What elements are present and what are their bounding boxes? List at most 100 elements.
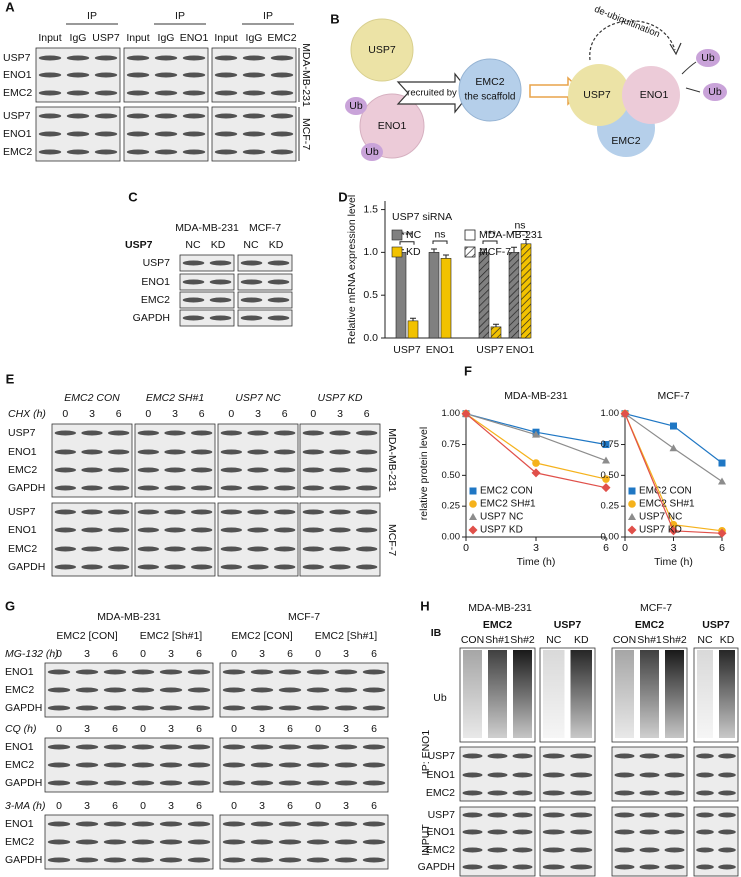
- band: [159, 821, 183, 827]
- band: [81, 467, 103, 473]
- band: [54, 564, 76, 570]
- band: [270, 149, 294, 155]
- blot: [237, 309, 293, 327]
- band: [220, 467, 242, 473]
- band: [718, 812, 736, 818]
- band: [278, 780, 302, 786]
- band: [214, 149, 238, 155]
- time-label: 0: [62, 408, 68, 420]
- y-tick-label: 0.25: [601, 501, 620, 512]
- time-label: 3: [89, 408, 95, 420]
- row-label: EMC2: [426, 844, 455, 856]
- x-tick-label: 6: [603, 542, 609, 554]
- band: [718, 847, 736, 853]
- band: [154, 72, 178, 78]
- row-label: GAPDH: [5, 777, 42, 789]
- band: [329, 509, 351, 515]
- ub-smear: [665, 650, 684, 738]
- band: [103, 744, 127, 750]
- usp7-node: [350, 18, 414, 82]
- band: [542, 790, 565, 796]
- band: [696, 812, 714, 818]
- node-label: USP7: [583, 89, 611, 101]
- legend-label: EMC2 CON: [639, 486, 692, 497]
- y-tick-label: 0.75: [442, 439, 461, 450]
- band: [66, 72, 90, 78]
- legend-swatch: [464, 246, 476, 258]
- lane-label: Sh#1: [485, 634, 510, 646]
- blot: [44, 737, 214, 793]
- band: [718, 772, 736, 778]
- time-label: 0: [56, 648, 62, 660]
- row-label: GAPDH: [418, 861, 455, 873]
- band: [362, 669, 386, 675]
- band: [187, 762, 211, 768]
- ip-label: IP: [87, 10, 97, 22]
- band: [191, 485, 213, 491]
- band: [75, 705, 99, 711]
- band: [222, 857, 246, 863]
- band: [47, 857, 71, 863]
- band: [462, 772, 483, 778]
- row-label: EMC2: [8, 543, 37, 555]
- blot: [693, 647, 739, 743]
- band: [334, 762, 358, 768]
- band: [718, 864, 736, 870]
- band: [103, 839, 127, 845]
- blot: [217, 423, 299, 498]
- x-tick-label: USP7: [393, 344, 421, 356]
- band: [182, 113, 206, 119]
- x-axis-label: Time (h): [654, 556, 693, 568]
- band: [302, 564, 325, 570]
- band: [164, 485, 186, 491]
- band: [664, 847, 685, 853]
- band: [159, 839, 183, 845]
- band: [81, 509, 103, 515]
- band: [187, 821, 211, 827]
- band: [38, 131, 62, 137]
- band: [614, 847, 635, 853]
- band: [356, 564, 378, 570]
- band: [278, 821, 302, 827]
- band: [270, 72, 294, 78]
- band: [542, 864, 565, 870]
- band: [242, 149, 266, 155]
- marker: [620, 409, 630, 419]
- time-label: 0: [315, 800, 321, 812]
- lane-label: NC: [243, 239, 259, 251]
- row-label: EMC2: [8, 464, 37, 476]
- error-bar: [493, 323, 499, 327]
- band: [38, 113, 62, 119]
- band: [462, 847, 483, 853]
- band: [103, 821, 127, 827]
- group-label: EMC2 [CON]: [56, 630, 117, 642]
- band: [94, 72, 118, 78]
- row-label: USP7: [428, 809, 456, 821]
- band: [209, 279, 232, 285]
- lane-label: Input: [38, 32, 61, 44]
- row-label: ENO1: [8, 524, 37, 536]
- cell-line: MCF-7: [288, 611, 320, 623]
- band: [38, 90, 62, 96]
- band: [94, 90, 118, 96]
- band: [306, 762, 330, 768]
- lane-label: KD: [720, 634, 735, 646]
- blot: [44, 814, 214, 870]
- band: [247, 430, 269, 436]
- band: [47, 705, 71, 711]
- band: [75, 669, 99, 675]
- ub-label: Ub: [708, 86, 722, 98]
- legend-label: EMC2 CON: [480, 486, 533, 497]
- band: [222, 669, 246, 675]
- band: [356, 527, 378, 533]
- band: [54, 509, 76, 515]
- band: [362, 839, 386, 845]
- error-bar: [410, 317, 416, 321]
- band: [274, 564, 296, 570]
- sig-bracket: [482, 240, 498, 244]
- band: [108, 527, 130, 533]
- band: [302, 485, 325, 491]
- band: [274, 509, 296, 515]
- group-label: USP7: [554, 619, 582, 631]
- ub-blob: [361, 143, 383, 161]
